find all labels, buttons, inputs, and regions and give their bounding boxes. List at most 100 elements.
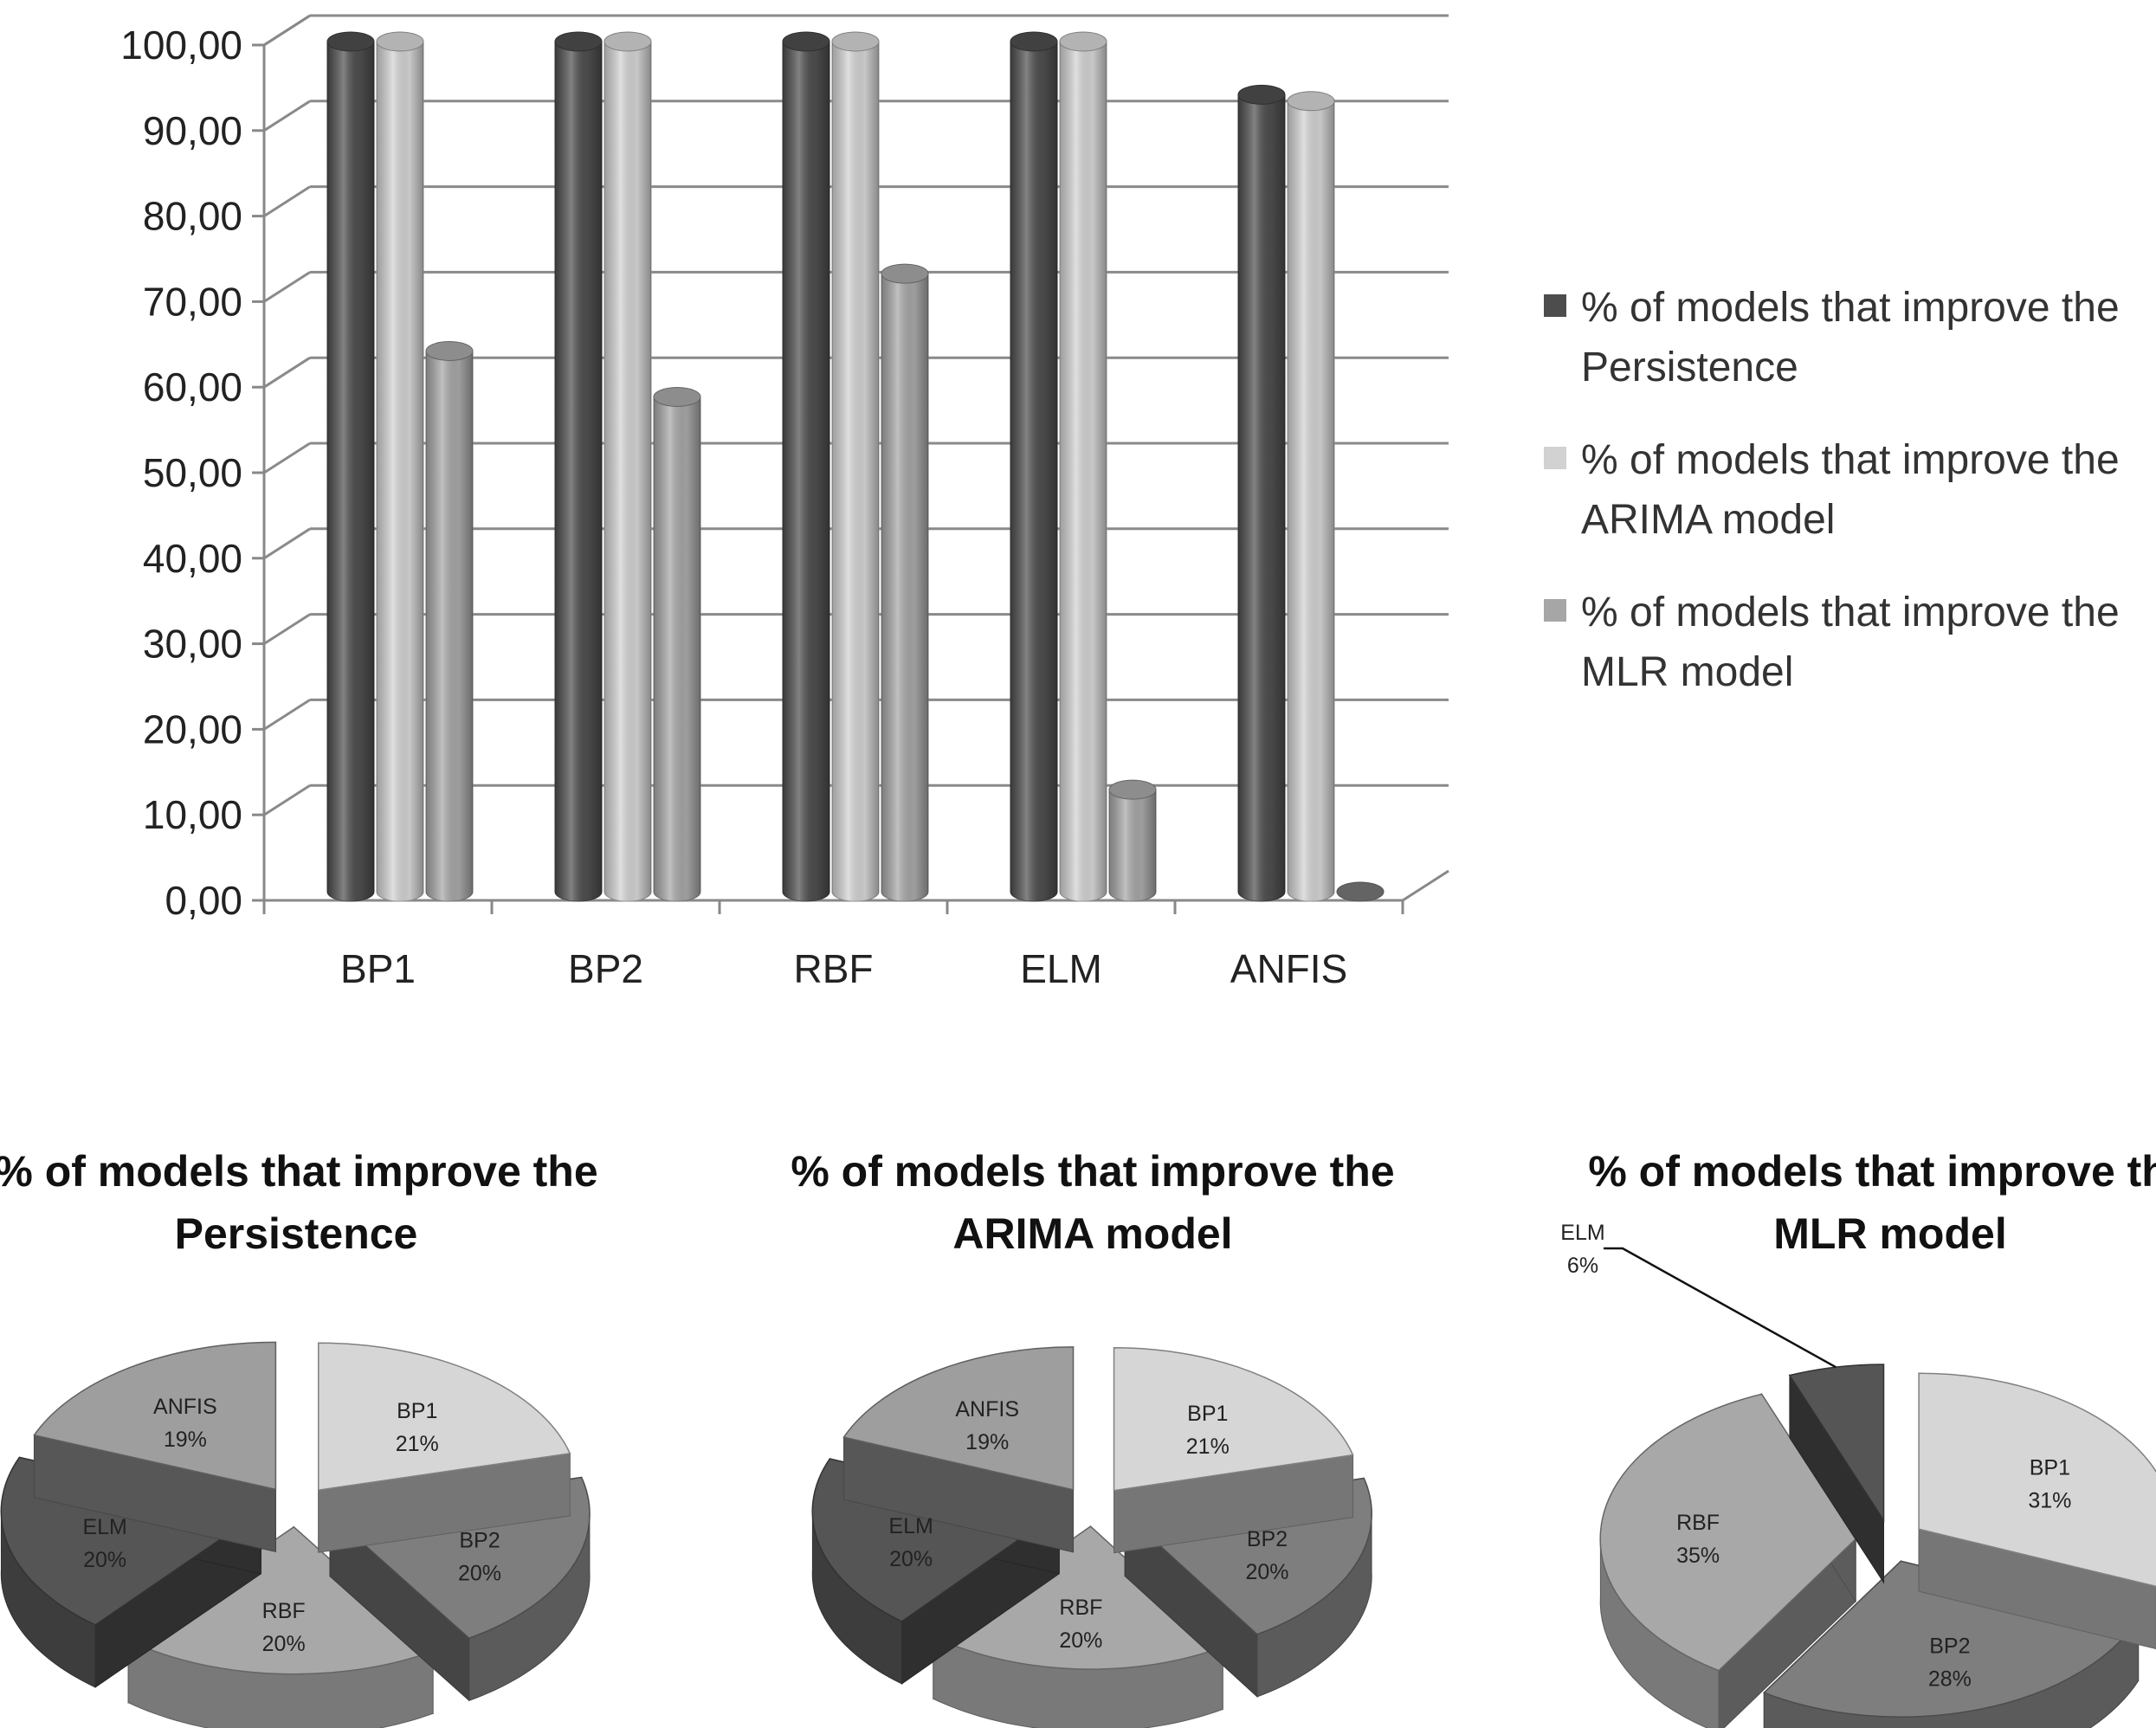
gridline-diagonal	[263, 356, 311, 389]
pie-slice-bp1	[317, 1342, 571, 1553]
pie-slice-elm	[1788, 1364, 1885, 1584]
pie-slices-mlr	[1599, 1364, 2156, 1728]
pie-percent-bp2: 28%	[1928, 1667, 1972, 1691]
legend-entry-arima: % of models that improve the ARIMA model	[1544, 437, 2120, 543]
pie-percent-elm: 20%	[83, 1548, 126, 1572]
bar	[881, 263, 929, 902]
y-tick-label: 90,00	[143, 108, 242, 153]
y-tick-label: 70,00	[143, 279, 242, 324]
bar-chart: 0,00 10,00 20,00 30,00 40,00 50,00 60,00 70,00 8…	[120, 14, 1449, 991]
pie-label-rbf: RBF	[1676, 1511, 1720, 1535]
bar	[1336, 881, 1385, 902]
y-tick-label: 40,00	[143, 536, 242, 581]
x-category-label: RBF	[794, 946, 874, 991]
gridline-diagonal	[263, 100, 311, 132]
pie-title-arima-line1: % of models that improve the	[791, 1147, 1394, 1196]
legend-label-mlr-line2: MLR model	[1581, 649, 1793, 695]
pie-chart-arima: % of models that improve the ARIMA model…	[791, 1147, 1395, 1728]
gridline-diagonal	[263, 527, 311, 560]
x-category-labels: BP1 BP2 RBF ELM ANFIS	[340, 946, 1347, 991]
pie-label-bp1: BP1	[397, 1399, 437, 1423]
y-tick-label: 80,00	[143, 194, 242, 239]
legend-entry-persistence: % of models that improve the Persistence	[1544, 285, 2120, 390]
pie-percent-anfis: 19%	[965, 1430, 1009, 1454]
pie-label-rbf: RBF	[1059, 1596, 1102, 1620]
y-tick-label: 100,00	[120, 23, 242, 68]
pie-labels-persistence: BP1 21% BP2 20% RBF 20% ELM 20% ANFIS 19%	[82, 1395, 501, 1656]
pie-labels-mlr: BP1 31% BP2 28% RBF 35% ELM 6%	[1560, 1221, 2071, 1691]
pie-slice-bp1	[1918, 1372, 2156, 1651]
pie-percent-bp1: 21%	[396, 1432, 439, 1456]
bar	[1287, 91, 1335, 902]
bar	[376, 31, 424, 902]
x-category-label: ANFIS	[1230, 946, 1347, 991]
legend-swatch-persistence	[1544, 294, 1566, 317]
gridline-diagonal	[263, 699, 311, 731]
legend-label-mlr-line1: % of models that improve the	[1581, 590, 2120, 635]
legend-label-arima-line1: % of models that improve the	[1581, 437, 2120, 483]
bar	[554, 31, 603, 902]
pie-percent-bp2: 20%	[458, 1562, 501, 1586]
pie-percent-anfis: 19%	[164, 1428, 207, 1452]
gridline-diagonal	[263, 783, 311, 816]
y-tick-label: 30,00	[143, 622, 242, 667]
bar	[604, 31, 652, 902]
pie-title-arima-line2: ARIMA model	[952, 1209, 1232, 1258]
pie-percent-rbf: 20%	[1059, 1628, 1102, 1653]
bar	[1059, 31, 1107, 902]
legend-label-arima-line2: ARIMA model	[1581, 497, 1835, 543]
back-wall-left-edge	[263, 14, 311, 47]
pie-percent-rbf: 20%	[262, 1632, 306, 1656]
gridline-diagonal	[263, 185, 311, 217]
legend-entry-mlr: % of models that improve the MLR model	[1544, 590, 2120, 695]
y-tick-label: 20,00	[143, 706, 242, 751]
pie-percent-bp2: 20%	[1245, 1560, 1288, 1584]
pie-slices-persistence	[0, 1341, 591, 1728]
bar	[1108, 779, 1157, 902]
pie-label-anfis: ANFIS	[955, 1397, 1019, 1422]
y-tick-label: 0,00	[165, 878, 242, 923]
pie-label-bp2: BP2	[459, 1529, 500, 1553]
pie-label-bp1: BP1	[1187, 1402, 1228, 1426]
y-tick-label: 60,00	[143, 364, 242, 409]
legend-swatch-arima	[1544, 447, 1566, 469]
x-category-label: BP2	[568, 946, 643, 991]
bar	[326, 31, 375, 902]
x-tick-marks	[262, 900, 1404, 914]
pie-label-elm: ELM	[82, 1515, 126, 1539]
bar	[653, 386, 701, 902]
bar	[831, 31, 880, 902]
legend-label-persistence-line1: % of models that improve the	[1581, 285, 2120, 331]
x-category-label: ELM	[1020, 946, 1102, 991]
pie-title-mlr-line2: MLR model	[1773, 1209, 2006, 1258]
pie-slice-anfis	[842, 1346, 1075, 1553]
gridline-diagonal	[263, 271, 311, 303]
gridline-diagonal	[263, 442, 311, 474]
pie-percent-elm: 20%	[889, 1547, 933, 1571]
legend: % of models that improve the Persistence…	[1544, 285, 2120, 695]
pie-title-persistence-line1: % of models that improve the	[0, 1147, 598, 1196]
x-category-label: BP1	[340, 946, 416, 991]
pie-percent-bp1: 31%	[2028, 1489, 2071, 1513]
leader-line-elm	[1604, 1247, 1836, 1369]
bar-marks	[326, 31, 1385, 902]
pie-percent-elm: 6%	[1567, 1254, 1598, 1278]
bar	[1237, 84, 1286, 902]
gridline-diagonal	[263, 613, 311, 645]
pie-label-bp1: BP1	[2030, 1456, 2070, 1480]
floor-right-edge	[1402, 869, 1449, 902]
pie-label-rbf: RBF	[262, 1599, 306, 1623]
pie-label-elm: ELM	[888, 1514, 933, 1538]
pie-chart-persistence: % of models that improve the Persistence…	[0, 1147, 598, 1728]
pie-percent-rbf: 35%	[1676, 1544, 1720, 1568]
pie-slice-bp1	[1113, 1346, 1354, 1554]
legend-label-persistence-line2: Persistence	[1581, 345, 1798, 390]
pie-title-mlr-line1: % of models that improve the	[1588, 1147, 2156, 1196]
pie-label-bp2: BP2	[1929, 1634, 1970, 1658]
pie-label-bp2: BP2	[1247, 1527, 1288, 1551]
pie-title-persistence-line2: Persistence	[175, 1209, 418, 1258]
pie-labels-arima: BP1 21% BP2 20% RBF 20% ELM 20% ANFIS 19%	[888, 1397, 1288, 1653]
pie-slice-anfis	[33, 1341, 277, 1552]
pie-percent-bp1: 21%	[1186, 1435, 1230, 1459]
